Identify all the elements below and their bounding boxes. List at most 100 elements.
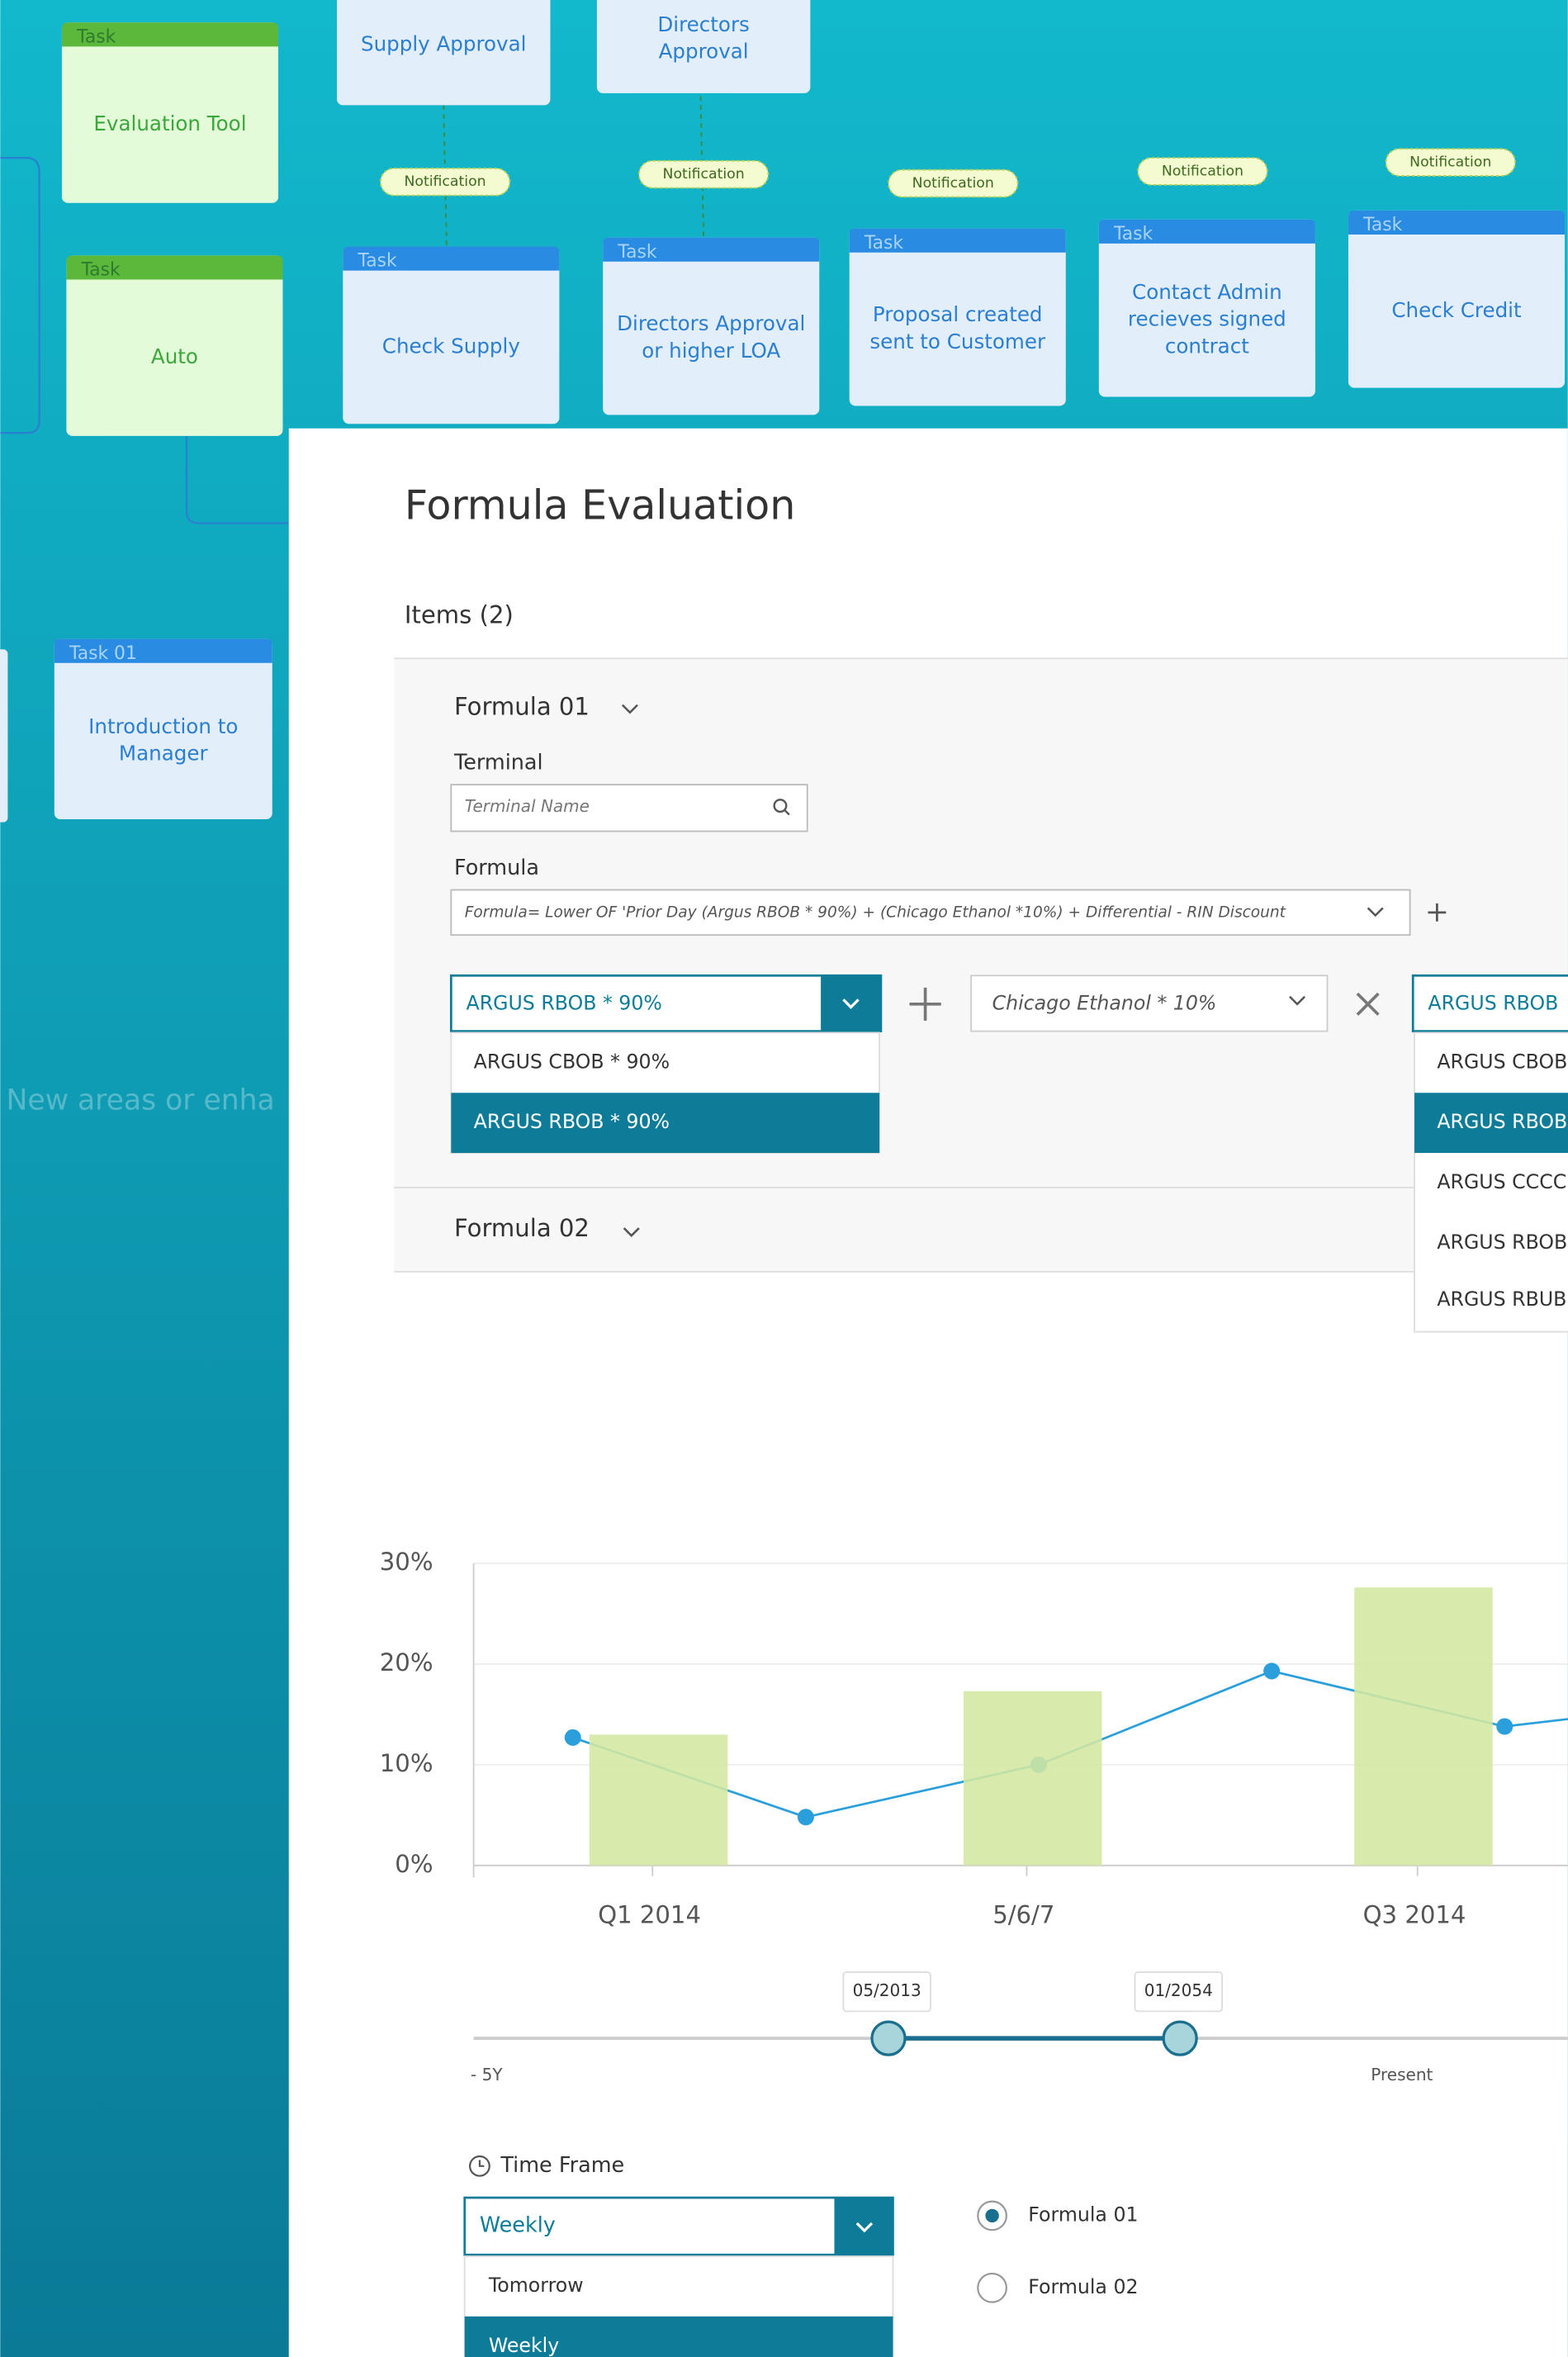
bar: [589, 1734, 728, 1866]
card: [603, 237, 820, 415]
connector: [443, 105, 448, 247]
radio-dot: [985, 2208, 999, 2223]
label: Formula 02: [1028, 2275, 1138, 2298]
card-tag: Task 01: [69, 643, 137, 664]
label: ARGUS RBOB: [1437, 1110, 1567, 1133]
label: Tomorrow: [488, 2274, 584, 2297]
card-label[interactable]: Directors: [657, 12, 749, 36]
notification: [888, 168, 1019, 198]
line-point: [1496, 1718, 1514, 1735]
label: ARGUS RBUB: [1437, 1288, 1566, 1311]
card-label[interactable]: Manager: [119, 742, 209, 766]
notification: [379, 167, 511, 197]
select[interactable]: [970, 975, 1329, 1032]
notification: [1137, 157, 1268, 186]
card: [1348, 210, 1566, 388]
card-label[interactable]: Check Credit: [1391, 298, 1522, 322]
label: ARGUS RBOB: [1428, 991, 1558, 1014]
faint-note: New areas or enha: [7, 1084, 275, 1117]
panel-content: Formula Evaluation Items (2) Formula 01 Ter…: [380, 481, 1568, 2357]
card-tag: Task: [864, 233, 903, 254]
select[interactable]: [1411, 974, 1568, 1032]
card-label[interactable]: Supply Approval: [361, 32, 527, 56]
card-label[interactable]: Approval: [659, 40, 749, 64]
label: Formula 02: [454, 1214, 590, 1242]
card-header: [54, 638, 272, 663]
clock-icon: [468, 2155, 490, 2177]
chevron: [623, 1227, 640, 1237]
plus[interactable]: [1428, 903, 1447, 922]
select[interactable]: [449, 974, 883, 1032]
line-point: [1263, 1662, 1281, 1680]
y-tick-label: 30%: [380, 1548, 433, 1576]
label: Terminal: [453, 751, 543, 775]
label: Items (2): [405, 600, 514, 628]
y-tick-label: 10%: [380, 1749, 433, 1777]
input[interactable]: [450, 784, 808, 832]
label: Formula 01: [1028, 2203, 1138, 2226]
chevron: [1367, 907, 1384, 918]
card-header: [603, 237, 820, 262]
label: 01/2054: [1144, 1980, 1213, 2000]
connector: [699, 96, 705, 238]
chevron: [1289, 995, 1306, 1006]
x-tick-label: Q3 2014: [1363, 1901, 1466, 1929]
chevron: [855, 2222, 874, 2233]
card-tag: Task: [357, 251, 396, 272]
card-label[interactable]: Directors Approval: [617, 311, 805, 335]
bar: [1354, 1587, 1493, 1866]
label: ARGUS CCCC: [1437, 1170, 1566, 1193]
card-header: [1098, 219, 1315, 244]
card-tag: Task: [617, 242, 656, 263]
label: Time Frame: [500, 2153, 624, 2178]
card-label[interactable]: or higher LOA: [642, 339, 780, 363]
connector: [185, 435, 289, 524]
select-button[interactable]: [834, 2198, 893, 2255]
select-button[interactable]: [821, 975, 881, 1031]
card-tag: Task: [1362, 215, 1402, 235]
card: [596, 0, 811, 93]
card-header: [66, 255, 283, 280]
card-label[interactable]: Proposal created: [873, 302, 1043, 326]
card-label[interactable]: Evaluation Tool: [93, 111, 246, 135]
notification-label: Notification: [663, 166, 745, 183]
line-point: [797, 1809, 814, 1826]
card-label[interactable]: Check Supply: [382, 334, 520, 358]
notification-label: Notification: [1162, 163, 1244, 179]
card: [66, 255, 283, 436]
select[interactable]: [463, 2196, 894, 2256]
card-label[interactable]: Auto: [151, 344, 198, 368]
slider-handle[interactable]: [870, 2020, 907, 2056]
label: Weekly: [480, 2213, 556, 2238]
radio[interactable]: [977, 2272, 1007, 2303]
option-selected: [451, 1093, 880, 1154]
times: [1356, 992, 1380, 1016]
label: - 5Y: [471, 2065, 503, 2084]
x-tick-label: 5/6/7: [992, 1901, 1054, 1929]
card-tag: Task: [1113, 224, 1153, 244]
card-label[interactable]: sent to Customer: [869, 330, 1046, 353]
input[interactable]: [450, 889, 1411, 937]
card: [1098, 219, 1315, 397]
chevron: [842, 998, 860, 1009]
chevron: [621, 704, 638, 714]
card-label[interactable]: Contact Admin: [1132, 280, 1282, 304]
notification: [637, 159, 770, 189]
slider-handle[interactable]: [1162, 2020, 1198, 2056]
notification-label: Notification: [912, 175, 994, 192]
label: Formula Evaluation: [405, 481, 795, 529]
options: [1414, 1031, 1568, 1333]
label: Formula: [454, 856, 539, 880]
card-label[interactable]: contract: [1165, 334, 1249, 358]
card-label[interactable]: Introduction to: [88, 714, 238, 738]
search-icon: [784, 809, 790, 816]
search-icon: [773, 799, 788, 813]
label: ARGUS RBOB: [1437, 1231, 1567, 1254]
card-tag: Task: [76, 27, 116, 48]
plus: [909, 987, 941, 1021]
card-label[interactable]: recieves signed: [1128, 307, 1286, 331]
label: Formula 01: [454, 692, 590, 720]
label: Terminal Name: [465, 796, 590, 816]
